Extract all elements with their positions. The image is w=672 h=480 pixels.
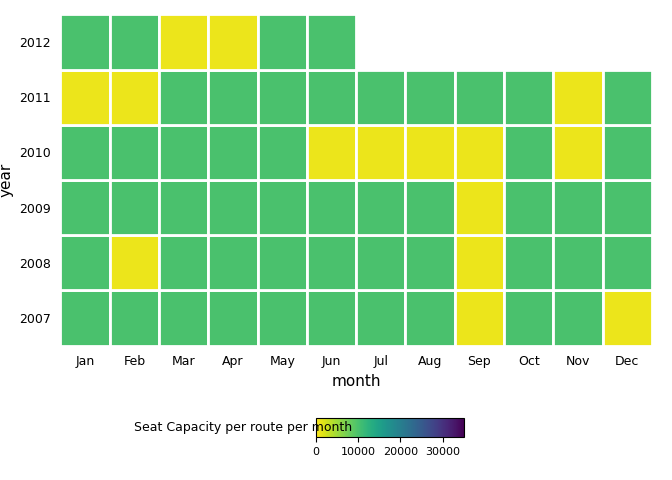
- Bar: [455, 125, 504, 180]
- Bar: [603, 235, 652, 290]
- Bar: [603, 290, 652, 346]
- Bar: [208, 125, 257, 180]
- Bar: [60, 235, 110, 290]
- Bar: [307, 14, 356, 70]
- Y-axis label: year: year: [0, 163, 13, 197]
- Bar: [603, 180, 652, 235]
- Bar: [307, 290, 356, 346]
- Bar: [110, 14, 159, 70]
- Bar: [110, 290, 159, 346]
- Bar: [110, 180, 159, 235]
- Bar: [257, 290, 307, 346]
- Bar: [208, 180, 257, 235]
- Bar: [159, 125, 208, 180]
- Bar: [110, 70, 159, 125]
- Bar: [208, 14, 257, 70]
- Bar: [208, 235, 257, 290]
- Bar: [60, 14, 110, 70]
- X-axis label: month: month: [331, 374, 381, 389]
- Bar: [405, 235, 455, 290]
- Bar: [405, 180, 455, 235]
- Bar: [356, 125, 405, 180]
- Bar: [405, 290, 455, 346]
- Bar: [307, 235, 356, 290]
- Bar: [504, 290, 553, 346]
- Bar: [60, 70, 110, 125]
- Bar: [257, 14, 307, 70]
- Bar: [159, 235, 208, 290]
- Bar: [455, 70, 504, 125]
- Bar: [553, 125, 603, 180]
- Bar: [455, 180, 504, 235]
- Bar: [110, 125, 159, 180]
- Bar: [257, 180, 307, 235]
- Bar: [60, 290, 110, 346]
- Bar: [504, 235, 553, 290]
- Bar: [257, 70, 307, 125]
- Bar: [405, 70, 455, 125]
- Bar: [455, 290, 504, 346]
- Bar: [60, 125, 110, 180]
- Bar: [208, 290, 257, 346]
- Bar: [603, 125, 652, 180]
- Bar: [553, 290, 603, 346]
- Bar: [504, 180, 553, 235]
- Bar: [603, 70, 652, 125]
- Bar: [405, 125, 455, 180]
- Bar: [504, 70, 553, 125]
- Bar: [257, 235, 307, 290]
- Bar: [455, 235, 504, 290]
- Bar: [307, 180, 356, 235]
- Bar: [257, 125, 307, 180]
- Bar: [159, 70, 208, 125]
- Bar: [553, 180, 603, 235]
- Text: Seat Capacity per route per month: Seat Capacity per route per month: [134, 420, 353, 434]
- Bar: [356, 235, 405, 290]
- Bar: [110, 235, 159, 290]
- Bar: [159, 180, 208, 235]
- Bar: [208, 70, 257, 125]
- Bar: [159, 14, 208, 70]
- Bar: [356, 290, 405, 346]
- Bar: [159, 290, 208, 346]
- Bar: [504, 125, 553, 180]
- Bar: [356, 70, 405, 125]
- Bar: [60, 180, 110, 235]
- Bar: [307, 125, 356, 180]
- Bar: [553, 70, 603, 125]
- Bar: [356, 180, 405, 235]
- Bar: [553, 235, 603, 290]
- Bar: [307, 70, 356, 125]
